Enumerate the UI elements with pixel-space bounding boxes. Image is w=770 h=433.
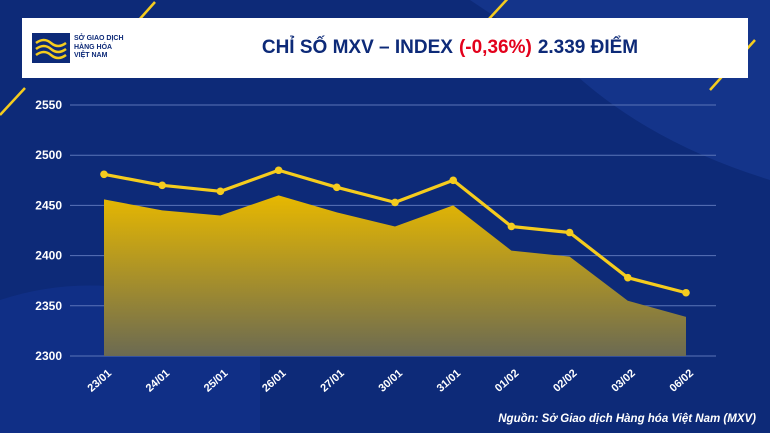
area-series (104, 195, 686, 356)
y-tick-label: 2300 (35, 349, 62, 363)
chart-title: CHỈ SỐ MXV – INDEX (-0,36%) 2.339 ĐIỂM (172, 18, 728, 78)
mxv-logo-icon (32, 33, 70, 63)
data-point (333, 183, 341, 192)
x-tick-label: 06/02 (668, 367, 696, 394)
data-point (274, 166, 283, 175)
x-tick-label: 30/01 (377, 367, 405, 394)
x-tick-label: 25/01 (202, 367, 230, 394)
y-tick-label: 2550 (35, 98, 62, 112)
x-tick-label: 01/02 (493, 367, 521, 394)
mxv-logo: SỞ GIAO DỊCH HÀNG HÓA VIỆT NAM (32, 28, 162, 68)
data-point (624, 273, 632, 282)
data-point (682, 288, 690, 297)
y-axis: 2300 2350 2400 2450 2500 2550 (35, 98, 62, 363)
x-axis: 23/01 24/01 25/01 26/01 27/01 30/01 31/01 01/02… (86, 367, 696, 394)
source-note: Nguồn: Sở Giao dịch Hàng hóa Việt Nam (M… (498, 413, 756, 425)
data-point (100, 170, 108, 179)
y-tick-label: 2500 (35, 148, 62, 162)
x-tick-label: 31/01 (435, 367, 463, 394)
x-tick-label: 24/01 (144, 367, 172, 394)
logo-text: SỞ GIAO DỊCH HÀNG HÓA VIỆT NAM (74, 35, 124, 61)
data-point (216, 187, 225, 196)
title-prefix: CHỈ SỐ MXV – INDEX (261, 37, 453, 58)
y-tick-label: 2350 (35, 299, 62, 313)
x-tick-label: 03/02 (609, 367, 637, 394)
title-suffix: 2.339 ĐIỂM (537, 37, 639, 58)
area-fill (104, 195, 686, 356)
x-tick-label: 23/01 (86, 367, 114, 394)
logo-line: VIỆT NAM (74, 52, 108, 60)
x-tick-label: 27/01 (318, 367, 346, 394)
title-change: (-0,36%) (458, 37, 532, 58)
data-point (158, 181, 166, 190)
logo-line: HÀNG HÓA (74, 43, 113, 51)
data-point (565, 228, 574, 237)
x-tick-label: 02/02 (551, 367, 579, 394)
x-tick-label: 26/01 (260, 367, 288, 394)
logo-line: SỞ GIAO DỊCH (74, 35, 124, 43)
line-series (100, 166, 690, 297)
data-point (391, 198, 399, 207)
data-point (449, 176, 458, 185)
y-tick-label: 2450 (35, 198, 62, 212)
y-tick-label: 2400 (35, 249, 62, 263)
header-banner: SỞ GIAO DỊCH HÀNG HÓA VIỆT NAM CHỈ SỐ MX… (22, 18, 748, 78)
data-point (507, 222, 516, 231)
